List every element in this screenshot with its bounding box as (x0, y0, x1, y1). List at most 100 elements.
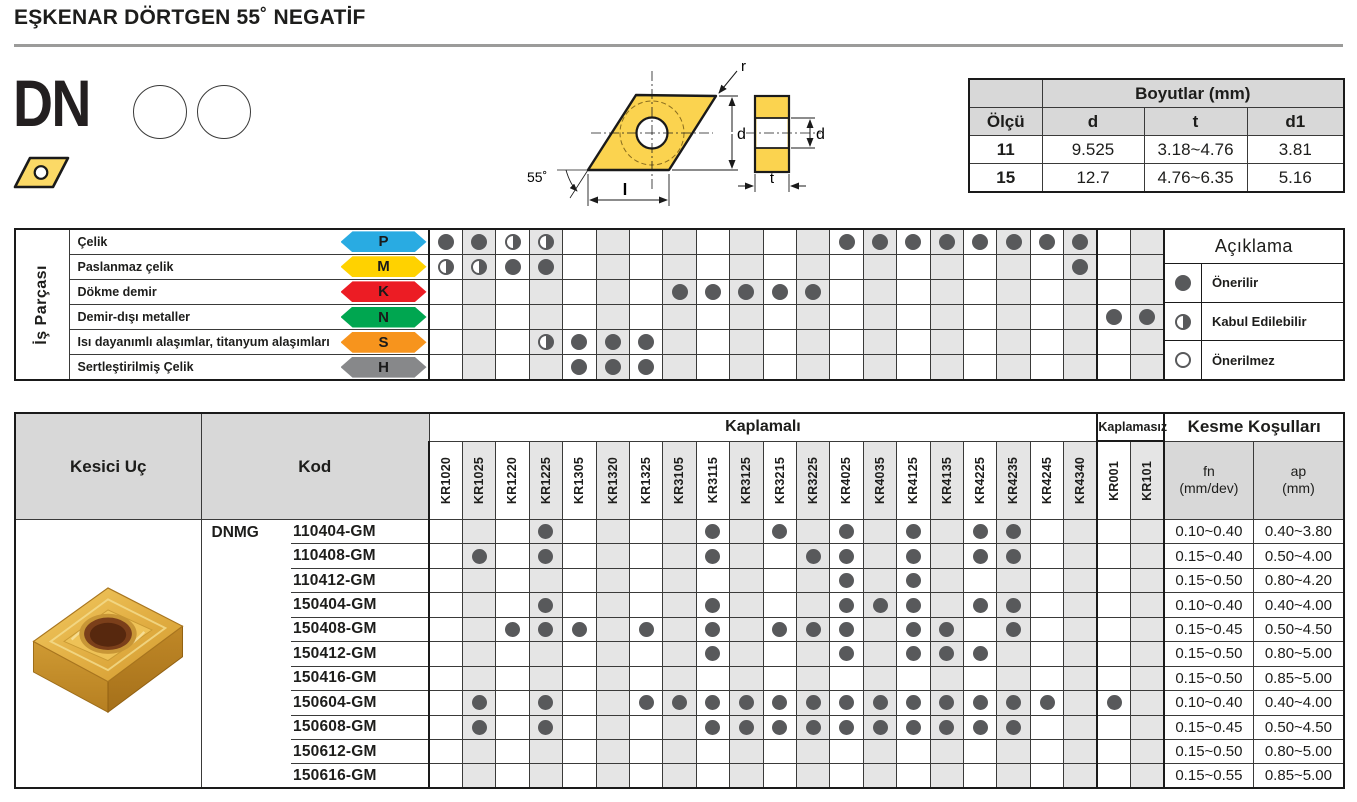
material-rating-cell (662, 253, 697, 280)
recommended-dot (839, 646, 855, 662)
grade-dot-cell (929, 543, 965, 569)
material-rating-cell (562, 329, 597, 356)
grade-dot-cell (528, 763, 564, 789)
material-name: Demir-dışı metaller (68, 303, 339, 331)
grade-label: KR1020 (438, 456, 453, 504)
material-row: İş Parçası Çelik P Açıklama Önerilir Kabul Ed… (14, 228, 1345, 381)
grade-dot-cell (1063, 616, 1098, 643)
material-rating-cell (461, 278, 497, 305)
fn-value: 0.10~0.40 (1163, 690, 1254, 716)
grade-dot-cell (963, 763, 998, 789)
grade-dot-cell (929, 567, 965, 594)
recommended-dot (839, 548, 855, 564)
grade-dot-cell (461, 616, 497, 643)
recommended-dot (805, 621, 821, 637)
grade-dot-cell (595, 690, 630, 716)
dims-value: 3.18~4.76 (1143, 135, 1248, 164)
recommended-dot (905, 548, 921, 564)
rating-full-dot (972, 233, 989, 250)
rating-full-dot (771, 283, 788, 300)
grade-dot-cell (428, 616, 463, 643)
material-rating-cell (1096, 228, 1132, 255)
ap-value: 0.80~5.00 (1252, 738, 1345, 765)
material-rating-cell (762, 329, 797, 356)
material-rating-cell (829, 354, 864, 381)
material-rating-cell (1130, 303, 1165, 331)
material-rating-cell (829, 253, 864, 280)
recommended-dot (805, 695, 821, 711)
grade-dot-cell (662, 665, 697, 692)
recommended-dot (872, 719, 888, 735)
grade-dot-cell (795, 665, 831, 692)
grade-dot-cell (528, 518, 564, 545)
grade-dot-cell (1130, 763, 1165, 789)
material-rating-cell (528, 278, 564, 305)
grade-dot-cell (1063, 543, 1098, 569)
material-rating-cell (495, 329, 530, 356)
grade-col-header: KR3115 (695, 440, 731, 520)
grade-dot-cell (795, 690, 831, 716)
fn-header-symbol: fn (1203, 462, 1215, 479)
grade-dot-cell (495, 518, 530, 545)
material-rating-cell (528, 228, 564, 255)
product-row: 150616-GM 0.15~0.55 0.85~5.00 (15, 763, 1345, 789)
grade-label: KR3115 (705, 457, 720, 504)
grade-dot-cell (829, 714, 864, 740)
grade-col-header: KR1020 (428, 440, 463, 520)
grade-dot-cell (1130, 543, 1165, 569)
material-rating-cell (929, 329, 965, 356)
grade-label: KR001 (1107, 460, 1122, 501)
material-rating-cell (829, 278, 864, 305)
recommended-dot (872, 695, 888, 711)
grade-dot-cell (963, 738, 998, 765)
material-rating-cell (729, 329, 764, 356)
recommended-dot (672, 695, 688, 711)
grade-dot-cell (996, 518, 1031, 545)
grade-dot-cell (662, 567, 697, 594)
recommended-dot (905, 719, 921, 735)
material-rating-cell (929, 278, 965, 305)
material-rating-cell (862, 329, 898, 356)
material-rating-cell (996, 278, 1031, 305)
grade-dot-cell (528, 641, 564, 667)
dims-col-olcu: Ölçü (968, 107, 1043, 136)
ap-header-unit: (mm) (1282, 480, 1315, 497)
recommended-dot (905, 597, 921, 613)
grade-dot-cell (963, 714, 998, 740)
grade-dot-cell (562, 616, 597, 643)
material-rating-cell (562, 253, 597, 280)
material-hexagon-cell: M (339, 253, 430, 280)
grade-dot-cell (1029, 763, 1065, 789)
grade-dot-cell (695, 616, 731, 643)
recommended-dot (805, 548, 821, 564)
dims-size-value: 15 (968, 163, 1043, 193)
dims-col-d: d (1041, 107, 1145, 136)
rating-full-dot (471, 233, 488, 250)
grade-dot-cell (662, 518, 697, 545)
grade-dot-cell (662, 690, 697, 716)
dims-corner-cell (968, 78, 1043, 108)
grade-dot-cell (896, 665, 931, 692)
grade-dot-cell (628, 714, 664, 740)
grade-dot-cell (1096, 567, 1132, 594)
recommended-dot (972, 646, 988, 662)
material-rating-cell (762, 354, 797, 381)
material-name: Dökme demir (68, 278, 339, 305)
material-rating-cell (1096, 354, 1132, 381)
grade-dot-cell (695, 763, 731, 789)
grade-circle-icon (197, 85, 251, 139)
grade-dot-cell (929, 616, 965, 643)
material-rating-cell (628, 278, 664, 305)
grade-dot-cell (628, 665, 664, 692)
iso-class-hexagon: H (340, 356, 427, 378)
product-row: 110408-GM 0.15~0.40 0.50~4.00 (15, 543, 1345, 569)
grade-col-header: KR1305 (562, 440, 597, 520)
recommended-dot (905, 646, 921, 662)
empty-circle (1165, 341, 1202, 380)
ap-value: 0.50~4.50 (1252, 714, 1345, 740)
material-rating-cell (962, 303, 998, 331)
recommended-dot (905, 524, 921, 540)
material-rating-cell (896, 303, 931, 331)
legend-symbol (1174, 313, 1191, 330)
material-rating-cell (1063, 278, 1098, 305)
